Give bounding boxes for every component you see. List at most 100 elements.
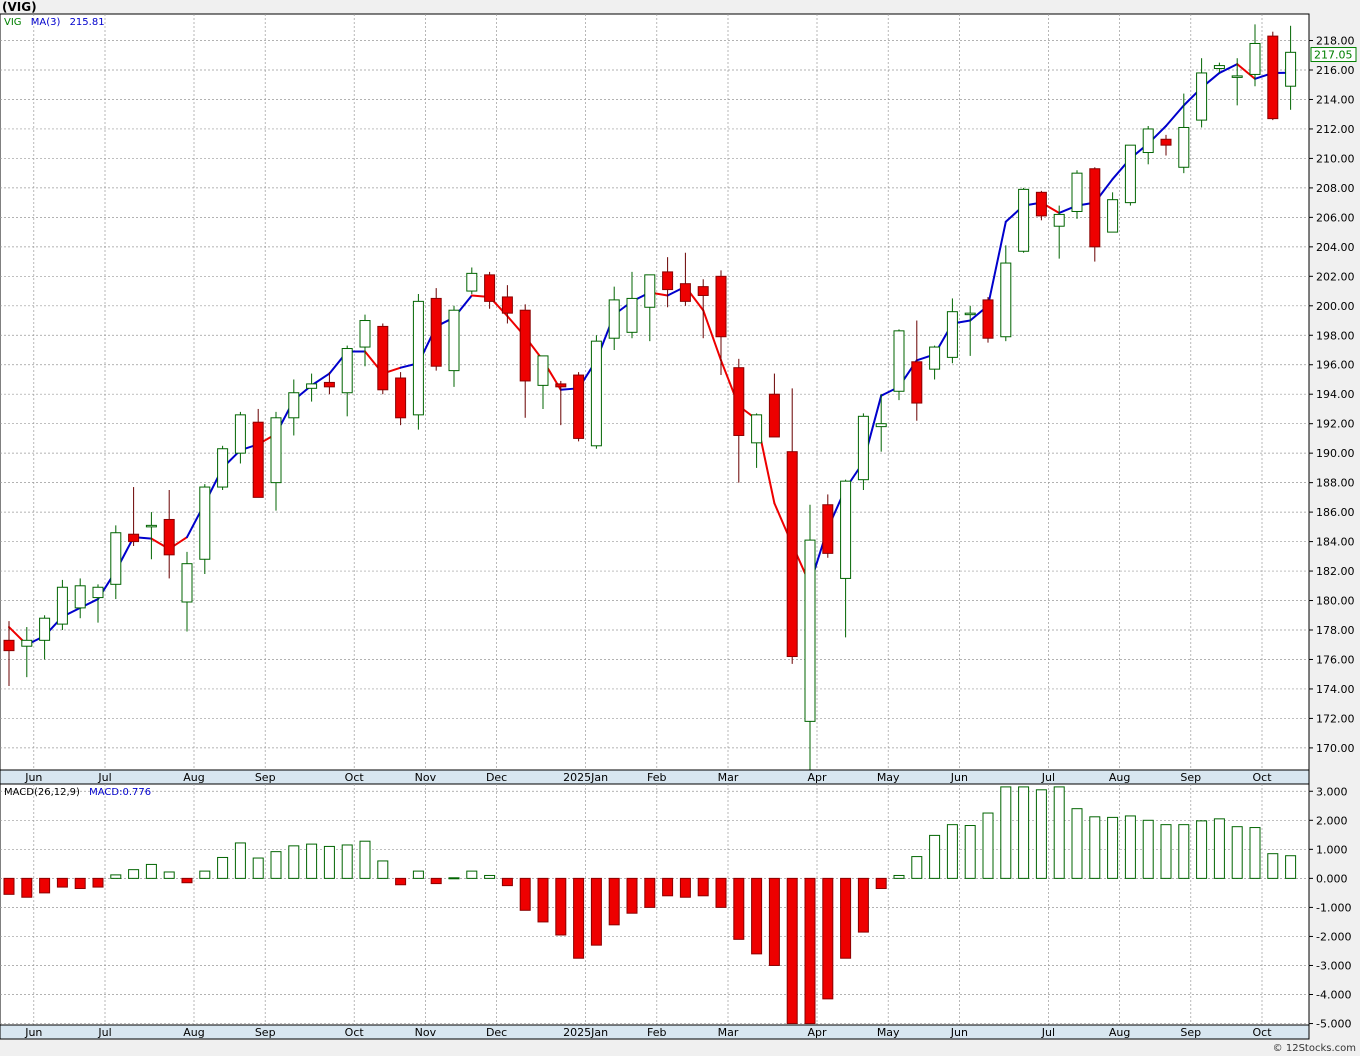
legend-macd-value: MACD:0.776	[89, 787, 151, 798]
macd-x-tick-label: May	[877, 1026, 900, 1039]
macd-bar	[1035, 789, 1047, 879]
macd-y-tick-label: 0.000	[1316, 872, 1348, 885]
macd-bar	[145, 863, 157, 879]
macd-bar	[1231, 826, 1243, 879]
candle-body	[288, 392, 300, 419]
ma3-segment	[1165, 104, 1185, 127]
candle-body	[929, 346, 941, 370]
macd-bar	[395, 877, 407, 886]
candle-body	[1035, 191, 1047, 217]
price-x-tick-label: Jun	[24, 771, 42, 784]
candle-body	[56, 586, 68, 625]
macd-bar	[110, 874, 122, 879]
price-y-tick-label: 182.00	[1316, 565, 1355, 578]
candle-body	[857, 415, 869, 481]
price-x-tick-label: Mar	[718, 771, 739, 784]
macd-y-tick-label: 3.000	[1316, 785, 1348, 798]
macd-x-tick-label: Dec	[486, 1026, 507, 1039]
candle-body	[573, 374, 585, 439]
macd-bar	[519, 877, 531, 911]
macd-x-tick-label: 2025Jan	[563, 1026, 608, 1039]
candle-body	[1018, 188, 1030, 252]
macd-x-tick-label: Jul	[97, 1026, 111, 1039]
macd-bar	[323, 845, 335, 879]
price-y-axis: 170.00 172.00 174.00 176.00 178.00 180.00 182.…	[1309, 35, 1355, 755]
macd-bar	[234, 842, 246, 879]
macd-x-tick-label: Oct	[345, 1026, 365, 1039]
candle-body	[395, 377, 407, 419]
legend-vig: VIG	[4, 17, 22, 28]
price-x-tick-label: Sep	[255, 771, 276, 784]
price-y-tick-label: 176.00	[1316, 653, 1355, 666]
price-x-tick-label: May	[877, 771, 900, 784]
macd-bar	[217, 856, 229, 879]
candle-body	[1142, 128, 1154, 154]
candle-body	[341, 348, 353, 394]
candle-body	[626, 297, 638, 333]
macd-bar	[92, 877, 104, 888]
price-x-tick-label: Apr	[807, 771, 827, 784]
price-x-tick-label: Sep	[1180, 771, 1201, 784]
ma3-segment	[702, 309, 722, 362]
legend-ma3: MA(3)	[31, 17, 61, 28]
candle-body	[1196, 72, 1208, 121]
candle-body	[306, 383, 318, 389]
price-y-tick-label: 212.00	[1316, 123, 1355, 136]
candle-body	[555, 383, 567, 388]
price-y-tick-label: 200.00	[1316, 300, 1355, 313]
candle-body	[1000, 262, 1012, 338]
macd-y-tick-label: 1.000	[1316, 843, 1348, 856]
macd-bar	[733, 877, 745, 940]
macd-bar	[804, 877, 816, 1025]
macd-bar	[875, 877, 887, 890]
macd-bar	[537, 877, 549, 923]
macd-bar	[626, 877, 638, 914]
candle-body	[946, 311, 958, 358]
macd-bar	[1160, 824, 1172, 879]
candle-body	[786, 451, 798, 658]
macd-x-tick-label: Sep	[255, 1026, 276, 1039]
price-x-tick-label: Dec	[486, 771, 507, 784]
macd-bar	[341, 844, 353, 879]
candle-body	[145, 524, 157, 528]
price-y-tick-label: 198.00	[1316, 329, 1355, 342]
candle-body	[501, 296, 513, 314]
macd-y-axis: 3.000 2.000 1.000 0.000 -1.000 -2.000 -3.000 -4…	[1309, 785, 1351, 1031]
macd-bar	[679, 877, 691, 898]
price-panel	[0, 13, 1310, 771]
candle-body	[430, 297, 442, 367]
candle-body	[697, 286, 709, 296]
macd-x-tick-label: Jun	[950, 1026, 968, 1039]
candle-body	[359, 320, 371, 348]
macd-x-tick-label: Oct	[1252, 1026, 1272, 1039]
price-y-tick-label: 214.00	[1316, 93, 1355, 106]
macd-bar	[982, 812, 994, 879]
price-x-tick-label: Aug	[1109, 771, 1130, 784]
credit-text: © 12Stocks.com	[1273, 1043, 1356, 1054]
candle-body	[768, 393, 780, 438]
legend-ma3-value: 215.81	[70, 17, 105, 28]
candle-body	[751, 414, 763, 444]
macd-y-tick-label: -3.000	[1316, 959, 1351, 972]
macd-x-tick-label: Feb	[647, 1026, 666, 1039]
macd-bar	[181, 877, 193, 884]
candle-body	[644, 274, 656, 308]
candle-body	[982, 299, 994, 339]
ma3-segment	[1236, 63, 1256, 80]
macd-bar	[1178, 824, 1190, 879]
price-x-tick-label: Oct	[345, 771, 365, 784]
candle-body	[92, 586, 104, 599]
macd-bar	[768, 877, 780, 966]
price-y-tick-label: 216.00	[1316, 64, 1355, 77]
price-x-tick-label: Jun	[950, 771, 968, 784]
macd-x-tick-label: Jun	[24, 1026, 42, 1039]
macd-bar	[1124, 815, 1136, 879]
macd-bar	[74, 877, 86, 890]
price-x-tick-label: Jul	[97, 771, 111, 784]
macd-bar	[1142, 819, 1154, 879]
macd-y-tick-label: -5.000	[1316, 1018, 1351, 1031]
candle-body	[39, 617, 51, 641]
macd-bar	[590, 877, 602, 946]
candle-body	[484, 274, 496, 302]
candle-body	[181, 563, 193, 603]
